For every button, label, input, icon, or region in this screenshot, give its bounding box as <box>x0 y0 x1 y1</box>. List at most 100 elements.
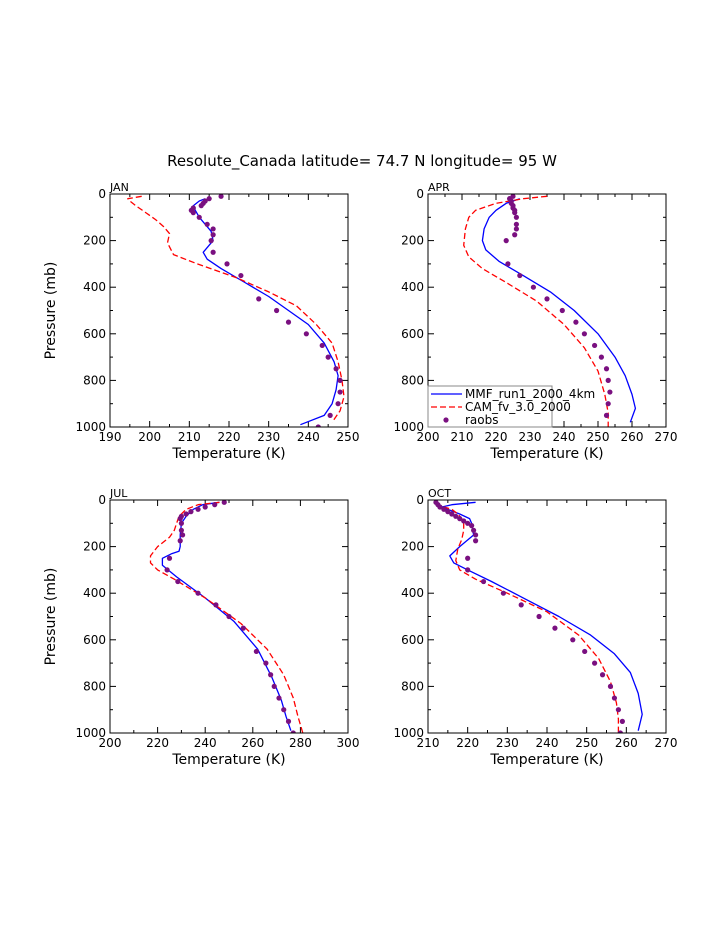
raobs-point <box>226 613 232 620</box>
y-tick-label: 800 <box>83 679 106 693</box>
y-tick-label: 400 <box>83 280 106 294</box>
raobs-point <box>178 520 184 526</box>
y-tick-label: 400 <box>401 586 424 600</box>
raobs-point <box>598 354 605 360</box>
raobs-point <box>210 226 216 232</box>
y-tick-label: 200 <box>401 540 424 554</box>
raobs-point <box>315 424 321 427</box>
y-tick-label: 200 <box>83 540 106 554</box>
y-tick-label: 800 <box>401 679 424 693</box>
raobs-point <box>480 578 487 585</box>
raobs-point <box>183 511 189 517</box>
legend-label: CAM_fv_3.0_2000 <box>465 400 571 414</box>
x-tick-label: 220 <box>218 430 241 444</box>
raobs-point <box>196 214 202 220</box>
raobs-point <box>592 342 598 349</box>
raobs-point <box>221 500 227 505</box>
raobs-point <box>505 261 511 267</box>
x-tick-label: 250 <box>575 736 598 750</box>
raobs-point <box>445 509 451 515</box>
raobs-point <box>607 389 613 395</box>
raobs-point <box>611 695 618 701</box>
raobs-point <box>469 523 475 529</box>
x-tick-label: 210 <box>451 430 474 444</box>
plot-area <box>463 194 637 427</box>
x-tick-label: 220 <box>485 430 508 444</box>
raobs-point <box>599 672 606 678</box>
raobs-point <box>212 502 218 508</box>
raobs-point <box>206 196 212 202</box>
raobs-point <box>530 284 537 290</box>
raobs-point <box>177 538 183 544</box>
x-tick-label: 240 <box>297 430 320 444</box>
y-tick-label: 800 <box>83 373 106 387</box>
raobs-point <box>544 296 550 302</box>
raobs-point <box>213 602 219 608</box>
x-axis-label: Temperature (K) <box>171 752 285 768</box>
raobs-point <box>471 527 477 533</box>
raobs-point <box>188 509 194 515</box>
y-tick-label: 400 <box>83 586 106 600</box>
panels-group: 190 200 210 220 230 240 250 0 200 400 600 800 1000 Te… <box>43 181 677 768</box>
raobs-point <box>473 538 479 544</box>
raobs-point <box>268 672 274 678</box>
y-tick-label: 1000 <box>75 726 106 740</box>
x-tick-label: 260 <box>241 736 264 750</box>
raobs-point <box>617 730 623 733</box>
plot-area <box>149 500 304 733</box>
y-tick-label: 1000 <box>75 420 106 434</box>
raobs-point <box>513 214 520 220</box>
y-tick-label: 600 <box>83 633 106 647</box>
raobs-point <box>536 613 542 620</box>
panel-label: JAN <box>109 181 129 194</box>
y-tick-label: 400 <box>401 280 424 294</box>
raobs-point <box>603 412 610 418</box>
raobs-point <box>195 506 201 512</box>
x-tick-label: 240 <box>194 736 217 750</box>
raobs-point <box>166 555 173 561</box>
mmf-line <box>481 198 637 423</box>
plot-frame <box>109 499 349 734</box>
raobs-point <box>333 366 339 372</box>
raobs-point <box>615 707 622 713</box>
raobs-point <box>271 683 277 690</box>
legend-marker-raobs <box>443 417 449 423</box>
legend-label: raobs <box>465 413 499 427</box>
raobs-point <box>290 730 296 733</box>
x-tick-label: 220 <box>146 736 169 750</box>
x-axis-label: Temperature (K) <box>489 446 603 462</box>
x-tick-label: 230 <box>257 430 280 444</box>
raobs-point <box>603 366 610 372</box>
raobs-point <box>240 625 246 631</box>
raobs-point <box>607 683 614 690</box>
raobs-point <box>303 331 309 337</box>
panel-label: JUL <box>109 487 128 500</box>
x-tick-label: 250 <box>337 430 360 444</box>
y-tick-label: 1000 <box>393 420 424 434</box>
raobs-point <box>500 590 506 596</box>
raobs-point <box>518 602 524 608</box>
panel-label: APR <box>428 181 450 194</box>
cam-line <box>435 501 620 733</box>
y-tick-label: 1000 <box>393 726 424 740</box>
x-tick-label: 230 <box>496 736 519 750</box>
y-tick-label: 800 <box>401 373 424 387</box>
x-tick-label: 200 <box>138 430 161 444</box>
x-tick-label: 210 <box>178 430 201 444</box>
plot-area <box>433 500 643 733</box>
raobs-point <box>465 555 471 561</box>
x-tick-label: 200 <box>99 736 122 750</box>
raobs-point <box>552 625 558 631</box>
x-tick-label: 250 <box>587 430 610 444</box>
raobs-point <box>208 238 214 244</box>
raobs-point <box>276 695 282 701</box>
raobs-point <box>335 401 341 407</box>
y-axis-label: Pressure (mb) <box>43 262 59 360</box>
x-tick-label: 220 <box>456 736 479 750</box>
cam-line <box>149 501 304 733</box>
x-tick-label: 190 <box>99 430 122 444</box>
y-tick-label: 600 <box>83 327 106 341</box>
raobs-point <box>465 567 471 573</box>
